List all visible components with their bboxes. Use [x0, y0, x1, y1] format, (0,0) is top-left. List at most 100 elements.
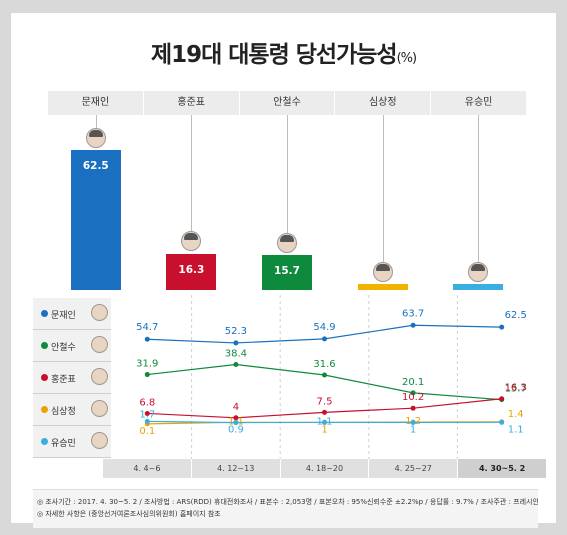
data-label: 1: [410, 424, 416, 435]
data-label: 16.3: [505, 383, 527, 394]
bar-guide-line: [478, 115, 480, 262]
legend-item: 심상정: [33, 394, 111, 426]
note-reference: ◎ 자세한 사항은 (중앙선거여론조사심의위원회) 홈페이지 참조: [37, 510, 221, 518]
data-point: [499, 396, 505, 402]
bar-1: 62.5: [70, 150, 121, 290]
line-chart: 54.7 52.3 54.9 63.7 62.5 31.9 38.4 31.6 20.1 15.7…: [136, 295, 527, 459]
data-point: [233, 415, 239, 421]
data-label: 1.4: [508, 409, 524, 420]
data-point: [144, 410, 150, 416]
data-label: 38.4: [225, 348, 247, 359]
candidate-header-3: 안철수: [238, 91, 335, 115]
candidate-photo-2: [181, 231, 202, 252]
x-tick-label: 4. 12~13: [190, 459, 280, 478]
candidate-photo-4: [372, 262, 393, 282]
data-label: 52.3: [225, 326, 247, 337]
legend-label: 유승민: [51, 439, 76, 449]
bar-3: 15.7: [262, 254, 312, 290]
legend-photo: [91, 432, 108, 449]
legend-photo: [91, 368, 108, 385]
bar-guide-line: [287, 115, 288, 233]
legend-photo: [91, 304, 108, 321]
chart-title: 제19대 대통령 당선가능성(%): [11, 35, 556, 69]
x-tick-label: 4. 18~20: [279, 459, 369, 478]
data-point: [499, 419, 505, 425]
x-tick-label: 4. 25~27: [368, 459, 457, 478]
title-text: 제19대 대통령 당선가능성: [150, 42, 398, 68]
data-label: 54.9: [313, 322, 335, 333]
data-label: 54.7: [136, 322, 158, 333]
data-point: [233, 420, 239, 426]
data-point: [233, 361, 239, 367]
bar-value-label: 15.7: [274, 264, 300, 277]
data-point: [499, 324, 505, 330]
data-label: 1.1: [508, 424, 524, 435]
data-label: 15.7: [505, 384, 527, 395]
legend-item: 홍준표: [33, 362, 111, 394]
data-point: [322, 336, 327, 342]
legend-dot: [41, 438, 48, 445]
data-label: 10.2: [402, 392, 424, 403]
data-label: 0.1: [139, 426, 155, 437]
legend-dot: [41, 342, 48, 349]
legend-dot: [41, 374, 48, 381]
data-point: [144, 336, 150, 342]
legend-item: 문재인: [33, 298, 111, 330]
data-point: [322, 372, 327, 378]
legend-item: 안철수: [33, 330, 111, 362]
legend-label: 심상정: [51, 407, 76, 417]
data-label: 31.9: [136, 359, 158, 370]
data-label: 1.1: [317, 416, 333, 427]
bar-value-label: 62.5: [82, 160, 109, 172]
data-label: 7.5: [317, 396, 333, 407]
candidate-photo-3: [277, 232, 297, 253]
note-survey: ◎ 조사기간 : 2017. 4. 30~5. 2 / 조사방법 : ARS(R…: [37, 498, 538, 506]
data-point: [410, 405, 416, 411]
data-point: [410, 390, 416, 396]
bar-value-label: 16.3: [178, 263, 205, 276]
candidate-photo-1: [85, 128, 106, 148]
data-point: [233, 340, 239, 346]
candidate-header-5: 유승민: [430, 91, 526, 115]
chart-frame: 제19대 대통령 당선가능성(%) 문재인 홍준표 안철수 심상정 유승민 62.5 16…: [11, 13, 556, 528]
data-label: 1: [321, 424, 327, 435]
bar-4: 1.4: [357, 284, 408, 290]
bar-chart: 62.5 16.3 15.7 1.4 1.1: [48, 115, 526, 290]
data-point: [144, 372, 150, 378]
data-label: 20.1: [402, 377, 424, 388]
data-point: [410, 322, 416, 328]
bar-5: 1.1: [453, 284, 504, 290]
title-unit: (%): [396, 51, 417, 66]
data-point: [410, 419, 416, 425]
footnotes: ◎ 조사기간 : 2017. 4. 30~5. 2 / 조사방법 : ARS(R…: [33, 489, 538, 528]
candidate-photo-5: [468, 262, 489, 282]
bar-2: 16.3: [166, 253, 217, 290]
data-point: [322, 409, 327, 415]
legend-dot: [41, 310, 48, 317]
legend-label: 문재인: [51, 311, 76, 321]
candidate-header-2: 홍준표: [142, 91, 239, 115]
bar-guide-line: [382, 115, 384, 262]
legend-label: 안철수: [51, 343, 76, 353]
data-label: 4: [233, 402, 239, 413]
legend-label: 홍준표: [51, 375, 76, 385]
bar-guide-line: [191, 115, 193, 232]
data-label: 6.8: [139, 397, 155, 408]
candidate-header-1: 문재인: [81, 97, 110, 108]
data-label: 1.7: [139, 409, 155, 420]
legend-item: 유승민: [33, 426, 111, 458]
candidate-header-4: 심상정: [334, 91, 430, 115]
data-label: 31.6: [313, 359, 335, 370]
legend-dot: [41, 406, 48, 413]
x-tick-label: 4. 30~5. 2: [457, 459, 546, 478]
x-axis: 4. 4~6 4. 12~13 4. 18~20 4. 25~27 4. 30~5. 2: [103, 459, 546, 478]
data-label: 62.5: [505, 310, 527, 321]
legend-photo: [91, 336, 108, 353]
x-tick-label: 4. 4~6: [133, 464, 161, 473]
data-label: 0.9: [228, 425, 244, 436]
candidate-header: 문재인 홍준표 안철수 심상정 유승민: [48, 91, 526, 115]
legend-photo: [91, 400, 108, 417]
bar-guide-line: [95, 115, 97, 128]
data-label: 63.7: [402, 308, 424, 319]
